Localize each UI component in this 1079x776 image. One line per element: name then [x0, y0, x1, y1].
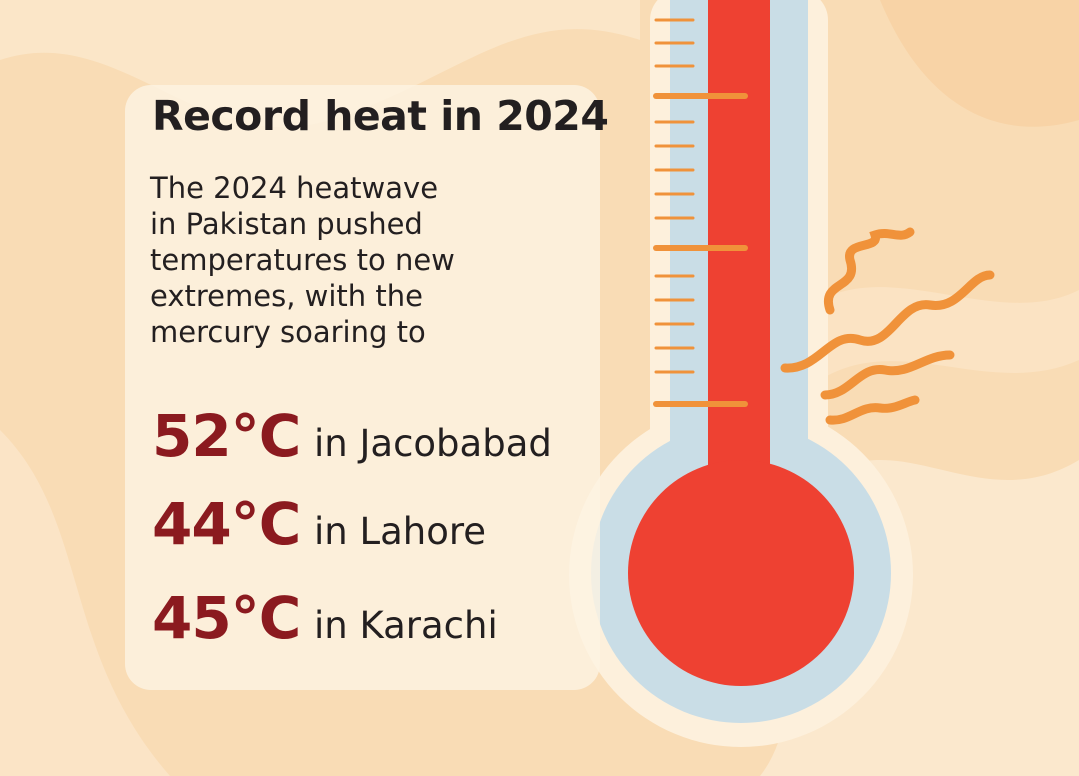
- description-line: temperatures to new: [150, 243, 455, 277]
- stat-row: 45°C in Karachi: [152, 584, 498, 652]
- description-line: in Pakistan pushed: [150, 207, 423, 241]
- temperature: 52°C: [152, 402, 301, 470]
- stat-row: 52°C in Jacobabad: [152, 402, 552, 470]
- place: in Jacobabad: [314, 422, 552, 465]
- temperature: 45°C: [152, 584, 301, 652]
- description-line: mercury soaring to: [150, 315, 426, 349]
- description-line: extremes, with the: [150, 279, 423, 313]
- text-panel: [125, 85, 600, 690]
- temperature: 44°C: [152, 490, 301, 558]
- description-line: The 2024 heatwave: [150, 171, 439, 205]
- stat-row: 44°C in Lahore: [152, 490, 486, 558]
- description: The 2024 heatwave in Pakistan pushed tempe…: [150, 170, 455, 350]
- place: in Lahore: [314, 510, 487, 553]
- title: Record heat in 2024: [152, 92, 609, 140]
- place: in Karachi: [314, 604, 498, 647]
